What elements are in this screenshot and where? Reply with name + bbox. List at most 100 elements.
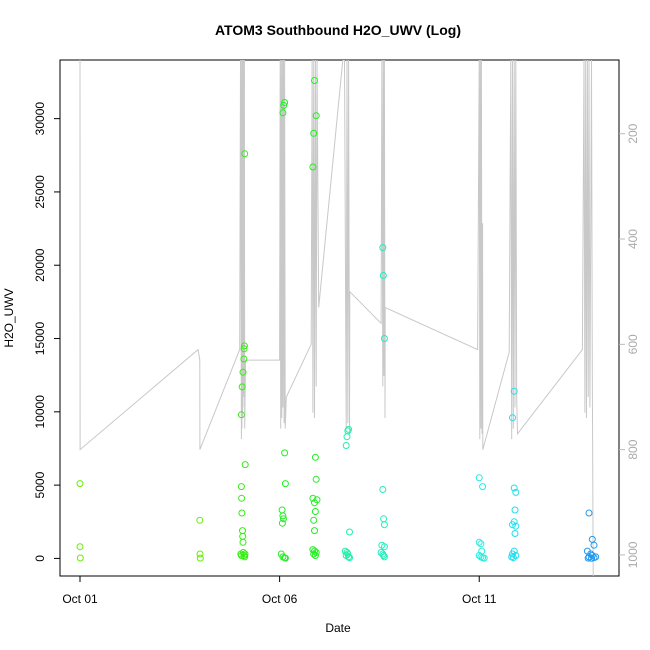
y-axis: 0 5000 10000 15000 20000 25000 30000 xyxy=(33,102,60,562)
data-point xyxy=(76,554,84,562)
data-point xyxy=(241,461,249,469)
right-tick-label: 600 xyxy=(626,334,640,354)
x-tick-label: Oct 01 xyxy=(62,592,98,606)
data-point xyxy=(379,272,387,279)
data-point xyxy=(346,554,353,562)
data-point xyxy=(241,150,249,158)
data-point xyxy=(588,554,595,562)
y-tick-label: 10000 xyxy=(33,395,47,429)
data-point xyxy=(311,77,318,84)
data-point xyxy=(510,387,518,395)
data-point xyxy=(238,494,246,502)
data-point xyxy=(239,368,247,376)
data-point xyxy=(380,335,388,342)
data-point xyxy=(311,508,319,515)
data-point xyxy=(479,483,487,491)
data-point xyxy=(345,425,353,433)
data-point xyxy=(590,541,598,549)
data-point xyxy=(509,550,516,558)
right-tick-label: 200 xyxy=(626,123,640,143)
data-point xyxy=(238,383,246,391)
right-tick-label: 400 xyxy=(626,229,640,249)
data-point xyxy=(509,414,516,422)
x-axis-label: Date xyxy=(325,621,351,635)
data-point xyxy=(281,449,289,457)
data-point xyxy=(342,442,350,449)
data-point xyxy=(278,506,286,514)
y-tick-label: 15000 xyxy=(33,322,47,356)
data-point xyxy=(311,547,318,555)
plot-frame xyxy=(59,59,620,577)
data-point xyxy=(509,554,517,562)
data-point xyxy=(280,515,287,523)
data-point xyxy=(475,538,483,546)
data-point xyxy=(279,109,287,117)
data-point xyxy=(343,433,351,441)
data-point xyxy=(475,474,483,482)
data-point xyxy=(238,509,246,517)
data-point xyxy=(584,554,592,562)
data-point xyxy=(344,550,352,558)
data-point xyxy=(240,355,248,363)
data-point xyxy=(312,112,320,120)
data-point xyxy=(239,532,247,540)
data-point xyxy=(240,342,248,350)
data-point xyxy=(311,453,319,461)
y-tick-label: 30000 xyxy=(33,102,47,136)
y-tick-label: 5000 xyxy=(33,471,47,498)
right-tick-label: 800 xyxy=(626,439,640,459)
data-point xyxy=(309,494,317,502)
data-point xyxy=(280,101,288,109)
data-point xyxy=(380,543,388,551)
data-point xyxy=(196,516,204,524)
data-point xyxy=(76,480,84,488)
chart-title: ATOM3 Southbound H2O_UWV (Log) xyxy=(215,22,461,38)
data-point xyxy=(511,506,519,514)
data-point xyxy=(241,553,249,561)
y-tick-label: 25000 xyxy=(33,175,47,209)
right-tick-label: 1000 xyxy=(626,541,640,568)
pressure-trace-layer xyxy=(79,60,594,576)
data-point xyxy=(511,530,519,537)
data-point xyxy=(239,538,247,546)
data-point xyxy=(512,488,520,496)
data-point xyxy=(379,486,387,493)
y-axis-right: 200 400 600 800 1000 xyxy=(619,123,640,568)
data-point xyxy=(278,519,286,527)
data-point xyxy=(241,550,249,558)
data-point xyxy=(281,554,289,562)
data-point xyxy=(312,475,320,483)
data-point xyxy=(311,527,318,535)
data-point xyxy=(196,554,204,562)
x-tick-label: Oct 11 xyxy=(462,592,497,606)
data-point xyxy=(310,516,318,524)
data-point xyxy=(239,527,246,535)
data-point xyxy=(380,553,388,561)
data-point xyxy=(588,535,596,543)
data-point xyxy=(237,483,245,491)
y-axis-label: H2O_UWV xyxy=(2,288,16,347)
data-point xyxy=(477,540,485,548)
data-point xyxy=(281,480,289,488)
x-axis: Oct 01 Oct 06 Oct 11 xyxy=(62,576,497,606)
data-point xyxy=(380,515,388,523)
data-point xyxy=(311,552,319,559)
data-point xyxy=(312,549,320,556)
data-point xyxy=(510,484,518,492)
points-layer xyxy=(76,77,600,562)
data-point xyxy=(380,521,388,529)
data-point xyxy=(281,99,289,106)
data-point xyxy=(310,129,318,137)
data-point xyxy=(279,512,287,520)
y-tick-label: 0 xyxy=(33,555,47,562)
data-point xyxy=(196,550,204,558)
data-point xyxy=(585,509,593,517)
pressure-trace-line xyxy=(79,60,594,576)
data-point xyxy=(239,549,247,556)
data-point xyxy=(346,528,353,536)
data-point xyxy=(240,345,248,353)
data-point xyxy=(309,163,317,171)
data-point xyxy=(237,411,245,419)
data-point xyxy=(509,521,516,529)
